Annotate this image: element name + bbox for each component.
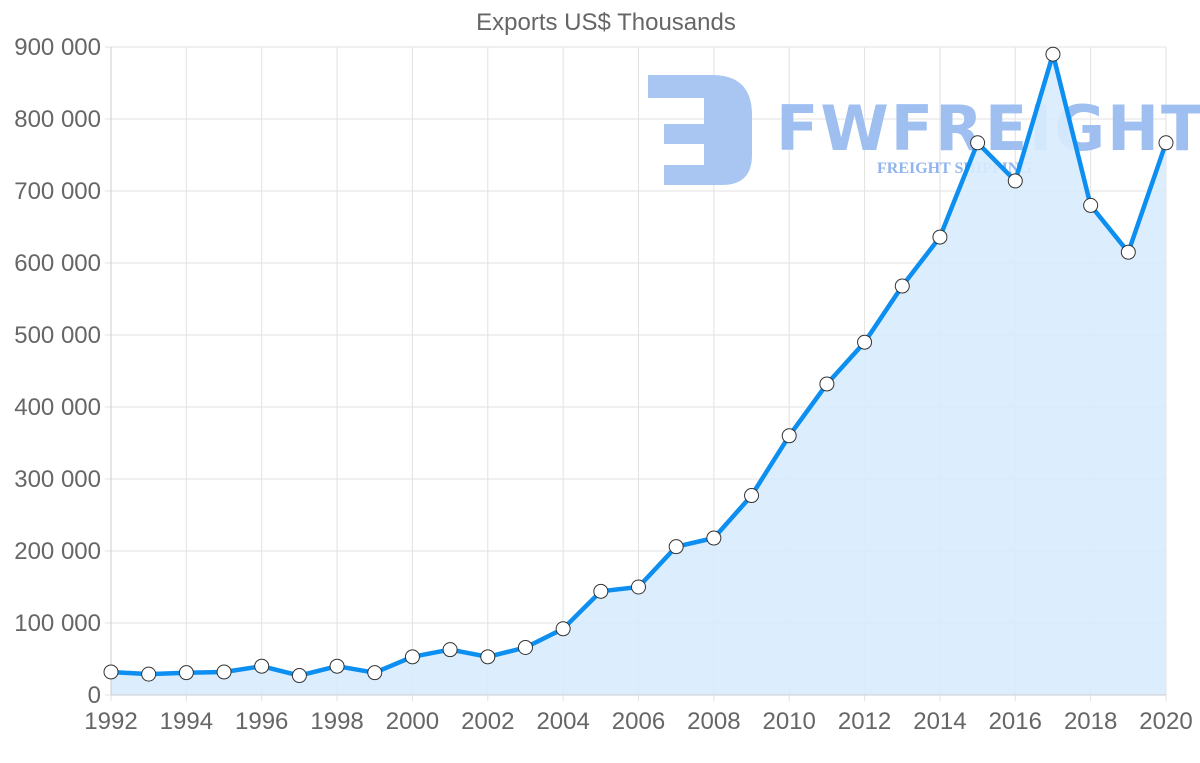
axes <box>110 47 1166 696</box>
x-tick-label: 2020 <box>1139 708 1192 735</box>
y-tick-label: 600 000 <box>14 250 101 277</box>
x-tick-label: 1996 <box>235 708 288 735</box>
y-tick-label: 500 000 <box>14 322 101 349</box>
x-axis-labels: 1992 1994 1996 1998 2000 2002 2004 2006 2008 2010… <box>84 708 1192 735</box>
y-tick-label: 700 000 <box>14 178 101 205</box>
y-tick-label: 100 000 <box>14 610 101 637</box>
data-point-2013 <box>894 278 910 294</box>
x-tick-label: 2002 <box>461 708 514 735</box>
y-tick-label: 800 000 <box>14 106 101 133</box>
data-point-2012 <box>857 334 873 350</box>
x-tick-label: 2012 <box>838 708 891 735</box>
x-tick-label: 2008 <box>687 708 740 735</box>
data-point-2010 <box>781 428 797 444</box>
watermark: FWFREIGHT FREIGHT SHIPPING <box>648 75 1200 185</box>
data-point-2014 <box>932 229 948 245</box>
y-tick-label: 900 000 <box>14 34 101 61</box>
data-point-2017 <box>1045 46 1061 62</box>
data-point-2006 <box>631 579 646 595</box>
data-point-2016 <box>1007 173 1023 189</box>
data-point-1993 <box>141 666 157 682</box>
x-tick-label: 2018 <box>1064 708 1117 735</box>
data-point-1999 <box>367 665 383 681</box>
data-point-2004 <box>555 621 571 637</box>
x-tick-label: 2000 <box>386 708 439 735</box>
data-point-1994 <box>178 665 194 681</box>
data-point-2000 <box>404 649 420 665</box>
data-point-1995 <box>216 664 232 680</box>
x-tick-label: 2010 <box>763 708 816 735</box>
data-point-2018 <box>1083 197 1099 213</box>
y-axis-labels: 0 100 000 200 000 300 000 400 000 500 000 600 … <box>14 34 101 709</box>
data-point-2001 <box>442 642 458 658</box>
area-fill <box>111 54 1166 695</box>
x-tick-label: 2006 <box>612 708 665 735</box>
x-tick-label: 2016 <box>989 708 1042 735</box>
y-tick-label: 200 000 <box>14 538 101 565</box>
data-point-1998 <box>329 658 345 674</box>
x-tick-label: 2014 <box>913 708 966 735</box>
data-point-2019 <box>1120 244 1136 260</box>
fwfreight-logo-icon <box>648 75 752 185</box>
y-tick-label: 300 000 <box>14 466 101 493</box>
data-point-2015 <box>970 135 986 151</box>
data-point-2002 <box>480 649 496 665</box>
x-tick-label: 2004 <box>536 708 589 735</box>
x-tick-label: 1998 <box>310 708 363 735</box>
data-point-2011 <box>819 376 835 392</box>
data-points <box>103 46 1174 684</box>
data-point-2003 <box>517 639 533 655</box>
data-point-2020 <box>1158 135 1174 151</box>
data-point-1996 <box>254 658 270 674</box>
x-tick-label: 1994 <box>160 708 213 735</box>
x-tick-label: 1992 <box>84 708 137 735</box>
data-point-2009 <box>744 488 760 504</box>
data-point-2008 <box>706 530 722 546</box>
data-point-2005 <box>593 583 609 599</box>
data-point-1992 <box>103 664 119 680</box>
y-tick-label: 0 <box>88 682 101 709</box>
data-point-2007 <box>668 539 684 555</box>
data-point-1997 <box>291 668 307 684</box>
y-tick-label: 400 000 <box>14 394 101 421</box>
chart-title: Exports US$ Thousands <box>476 9 736 36</box>
